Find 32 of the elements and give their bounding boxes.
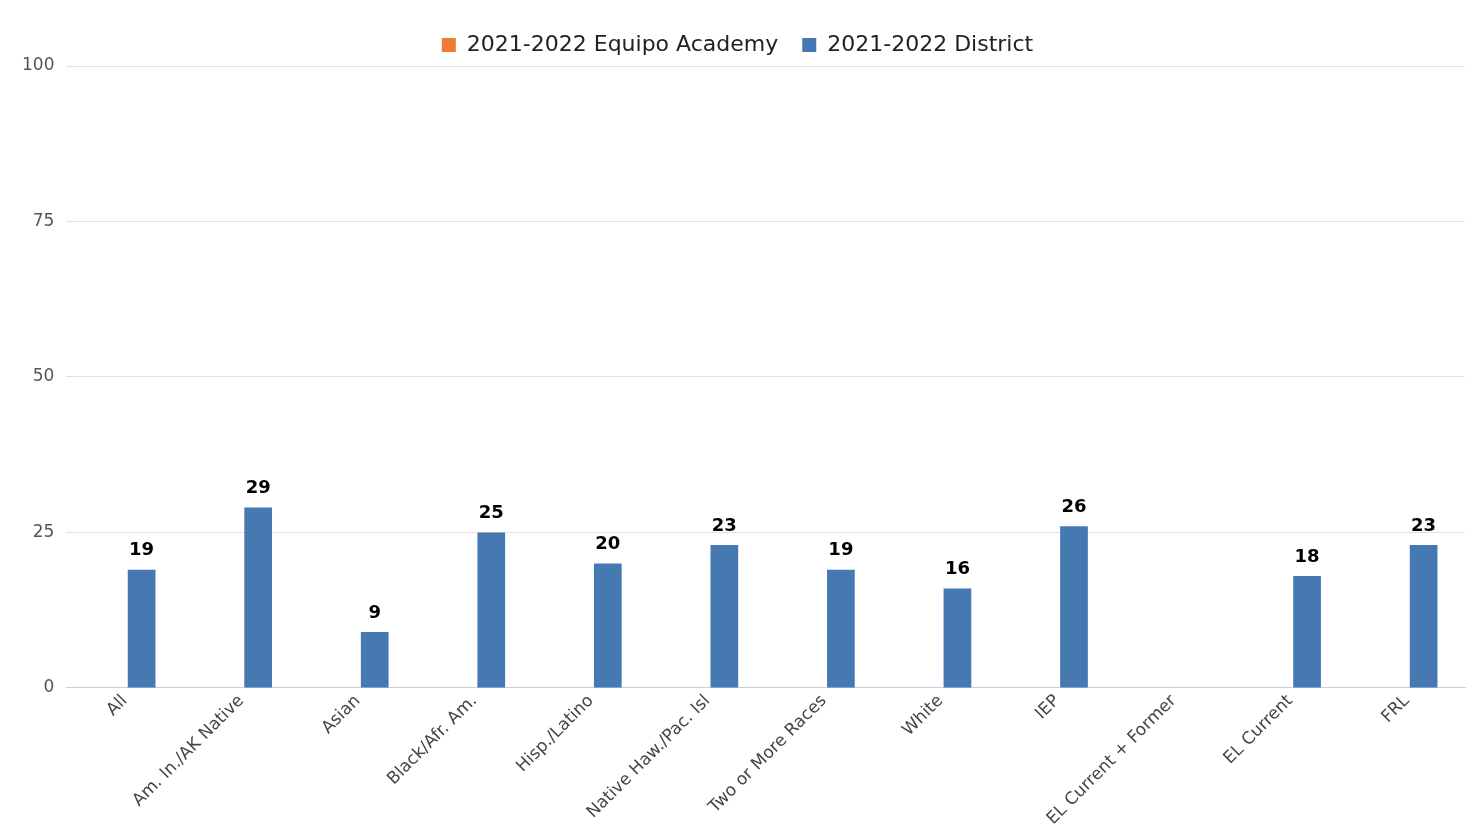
data-label: 20 <box>595 532 621 554</box>
data-label: 26 <box>1061 494 1087 516</box>
bar <box>943 588 972 688</box>
data-label: 23 <box>711 513 737 535</box>
data-label: 16 <box>944 557 970 579</box>
y-tick-label: 50 <box>32 365 55 386</box>
y-tick-label: 100 <box>21 54 55 75</box>
bar <box>127 569 156 688</box>
bar <box>477 532 506 688</box>
data-label: 19 <box>828 538 854 560</box>
y-tick-label: 75 <box>32 209 55 230</box>
x-tick-label: IEP <box>1030 690 1064 723</box>
legend-label: 2021-2022 District <box>827 30 1034 56</box>
data-label: 23 <box>1411 513 1437 535</box>
bar <box>1293 576 1321 688</box>
y-tick-label: 25 <box>32 520 55 541</box>
bar <box>244 507 273 688</box>
data-label: 19 <box>129 538 155 560</box>
y-tick-label: 0 <box>43 676 55 697</box>
data-label: 25 <box>478 501 504 523</box>
legend-label: 2021-2022 Equipo Academy <box>466 30 779 56</box>
data-label: 9 <box>368 600 381 622</box>
x-tick-label: All <box>101 690 131 720</box>
data-label: 18 <box>1294 544 1320 566</box>
bar <box>710 544 739 688</box>
bar <box>360 632 389 688</box>
bar <box>593 563 622 688</box>
bar <box>827 569 855 688</box>
bar <box>1409 544 1438 688</box>
data-label: 29 <box>245 476 271 498</box>
bar <box>1060 526 1088 688</box>
x-tick-label: FRL <box>1376 689 1414 727</box>
